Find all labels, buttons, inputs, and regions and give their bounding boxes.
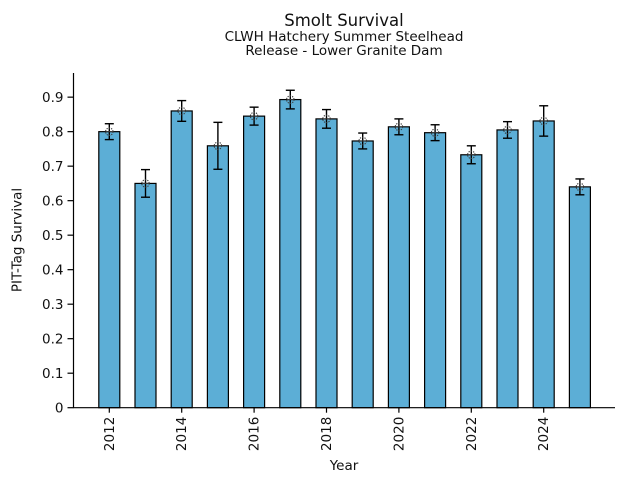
x-tick-label-2016: 2016 bbox=[247, 417, 263, 451]
chart-subtitle-line1: CLWH Hatchery Summer Steelhead bbox=[224, 29, 464, 45]
x-tick-label-2014: 2014 bbox=[174, 417, 190, 451]
x-tick-label-2018: 2018 bbox=[319, 417, 335, 451]
y-tick-label-0: 0 bbox=[55, 401, 64, 417]
bar-2022 bbox=[460, 154, 483, 409]
marker-circle-2014 bbox=[177, 106, 186, 116]
y-tick-label-0.2: 0.2 bbox=[42, 331, 63, 347]
marker-circle-2018 bbox=[322, 114, 331, 124]
chart-title: Smolt Survival bbox=[284, 11, 404, 30]
bar-2025 bbox=[568, 186, 592, 409]
marker-circle-2015 bbox=[213, 141, 223, 151]
x-tick-label-2022: 2022 bbox=[464, 417, 480, 451]
marker-circle-2017 bbox=[286, 95, 295, 104]
y-tick-label-0.3: 0.3 bbox=[42, 297, 63, 313]
marker-circle-2013 bbox=[141, 179, 150, 188]
marker-circle-2025 bbox=[575, 182, 585, 192]
x-tick-label-2012: 2012 bbox=[102, 417, 118, 451]
marker-circle-2019 bbox=[358, 136, 367, 146]
x-tick-label-2024: 2024 bbox=[536, 417, 552, 451]
marker-circle-2022 bbox=[467, 150, 476, 160]
y-tick-label-0.1: 0.1 bbox=[42, 366, 63, 382]
y-tick-label-0.6: 0.6 bbox=[42, 193, 63, 209]
y-tick-label-0.9: 0.9 bbox=[42, 90, 63, 106]
marker-circle-2021 bbox=[430, 128, 440, 137]
bar-2015 bbox=[206, 145, 229, 409]
chart-subtitle-line2: Release - Lower Granite Dam bbox=[245, 43, 443, 59]
bar-2017 bbox=[279, 98, 302, 409]
y-tick-label-0.5: 0.5 bbox=[42, 228, 63, 244]
marker-circle-2020 bbox=[394, 122, 404, 132]
bar-2019 bbox=[351, 140, 374, 409]
bar-2016 bbox=[243, 115, 266, 409]
y-tick-label-0.8: 0.8 bbox=[42, 124, 63, 140]
marker-circle-2024 bbox=[539, 116, 548, 126]
bar-2012 bbox=[98, 131, 121, 409]
x-tick-label-2020: 2020 bbox=[391, 417, 407, 451]
marker-circle-2023 bbox=[503, 125, 512, 135]
marker-circle-2012 bbox=[105, 127, 114, 136]
y-axis-label: PIT-Tag Survival bbox=[9, 187, 26, 293]
bar-2021 bbox=[424, 132, 447, 409]
bar-2018 bbox=[315, 118, 338, 409]
y-tick-label-0.4: 0.4 bbox=[42, 262, 63, 278]
bar-2013 bbox=[134, 182, 157, 409]
x-axis-label: Year bbox=[329, 458, 359, 474]
bar-2014 bbox=[170, 110, 193, 409]
bar-2023 bbox=[496, 129, 519, 409]
marker-circle-2016 bbox=[249, 111, 259, 121]
bar-2020 bbox=[387, 126, 410, 409]
y-tick-label-0.7: 0.7 bbox=[42, 159, 63, 175]
bar-2024 bbox=[532, 120, 555, 409]
